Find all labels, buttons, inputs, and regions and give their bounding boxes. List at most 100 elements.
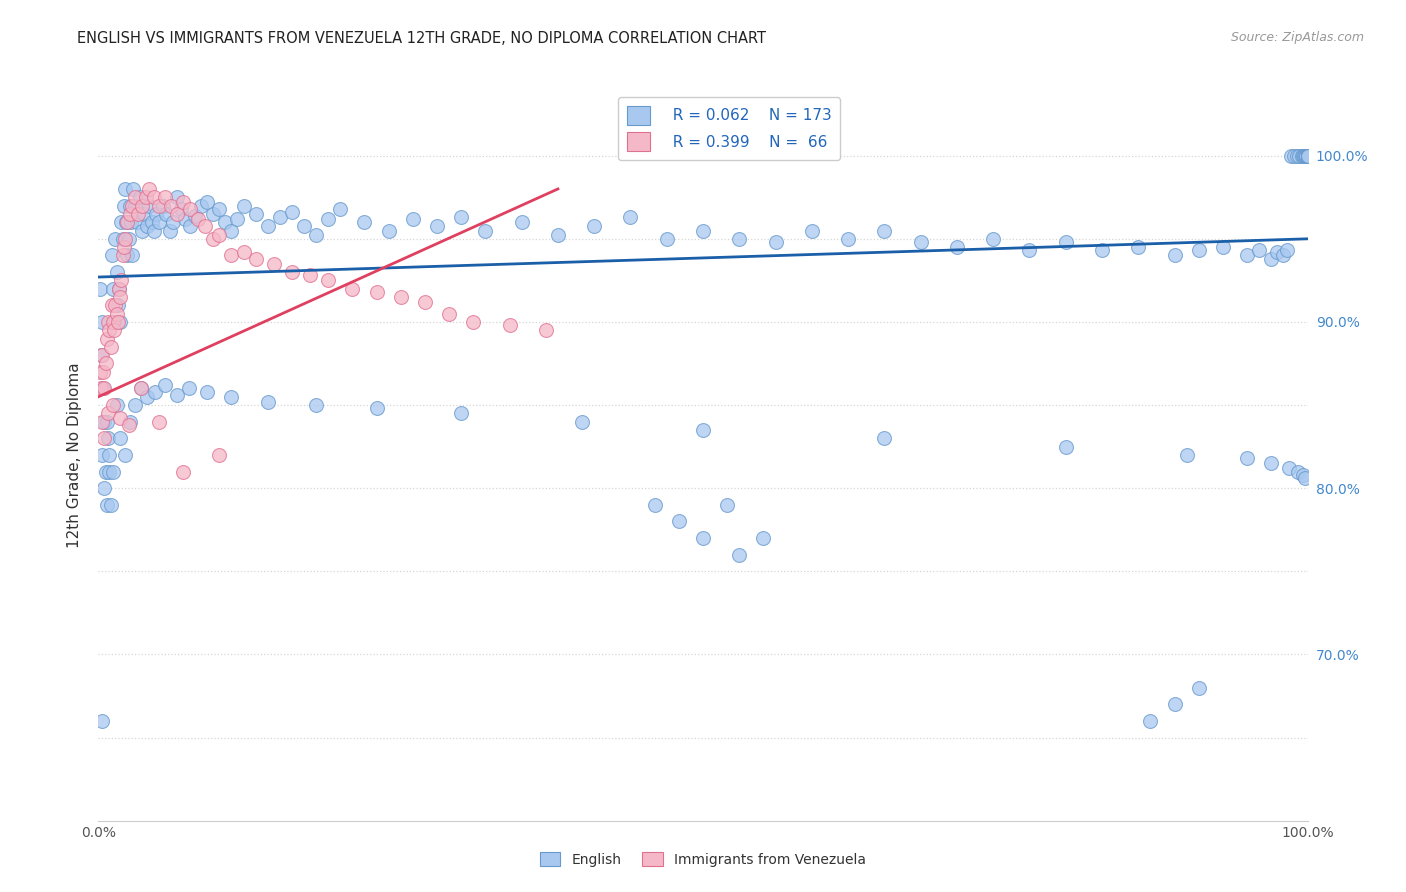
Text: ENGLISH VS IMMIGRANTS FROM VENEZUELA 12TH GRADE, NO DIPLOMA CORRELATION CHART: ENGLISH VS IMMIGRANTS FROM VENEZUELA 12T… [77,31,766,46]
Point [108,290,131,304]
Point [96,332,118,346]
Point [716,498,738,512]
Point [1188,681,1211,695]
Point [655,232,678,246]
Point [1292,467,1315,482]
Text: Source: ZipAtlas.com: Source: ZipAtlas.com [1230,31,1364,45]
Point [1296,149,1319,163]
Point [1175,448,1198,462]
Point [1267,245,1289,260]
Point [107,298,129,312]
Point [1296,149,1319,163]
Point [91,365,114,379]
Point [179,381,201,395]
Point [292,219,315,233]
Point [437,307,460,321]
Point [1054,235,1077,249]
Point [474,223,496,237]
Point [316,273,339,287]
Point [1296,149,1319,163]
Point [1285,149,1308,163]
Point [1296,149,1319,163]
Point [1296,149,1319,163]
Point [413,295,436,310]
Point [232,245,254,260]
Point [127,215,149,229]
Point [208,228,231,243]
Point [91,448,114,462]
Point [108,411,131,425]
Point [110,215,132,229]
Point [97,406,120,420]
Point [269,211,291,225]
Point [377,223,399,237]
Point [118,198,141,212]
Point [98,448,121,462]
Point [162,215,184,229]
Point [91,415,114,429]
Point [184,209,207,223]
Point [1296,149,1319,163]
Point [115,215,138,229]
Point [221,390,243,404]
Point [1296,149,1319,163]
Point [1278,461,1301,475]
Point [1236,451,1258,466]
Point [124,190,146,204]
Point [100,298,122,312]
Point [91,714,114,728]
Point [226,211,249,226]
Point [112,240,135,254]
Point [100,248,122,262]
Point [1054,440,1077,454]
Point [105,398,128,412]
Point [101,398,124,412]
Point [190,198,212,212]
Point [104,298,127,312]
Point [837,232,859,246]
Point [143,223,166,237]
Point [93,415,115,429]
Point [108,282,131,296]
Point [498,318,520,333]
Point [118,417,141,432]
Point [1249,244,1271,258]
Point [221,223,243,237]
Point [93,381,115,395]
Point [134,207,156,221]
Point [342,282,364,296]
Point [1288,149,1310,163]
Point [1292,149,1315,163]
Point [117,215,139,229]
Point [108,282,131,296]
Point [101,282,124,296]
Point [202,207,225,221]
Point [305,228,328,243]
Point [765,235,787,249]
Point [89,365,111,379]
Point [148,215,170,229]
Y-axis label: 12th Grade, No Diploma: 12th Grade, No Diploma [67,362,83,548]
Point [366,285,388,299]
Point [145,207,167,221]
Point [110,273,132,287]
Point [692,531,714,545]
Point [128,190,150,204]
Point [1296,149,1319,163]
Point [120,215,142,229]
Point [166,207,188,221]
Point [305,398,328,412]
Point [153,190,176,204]
Point [221,248,243,262]
Point [1296,149,1319,163]
Point [1291,149,1313,163]
Point [1286,465,1309,479]
Point [728,548,751,562]
Point [1018,244,1040,258]
Point [135,190,157,204]
Point [160,198,183,212]
Point [143,384,166,399]
Point [98,323,121,337]
Point [1091,244,1114,258]
Point [179,219,201,233]
